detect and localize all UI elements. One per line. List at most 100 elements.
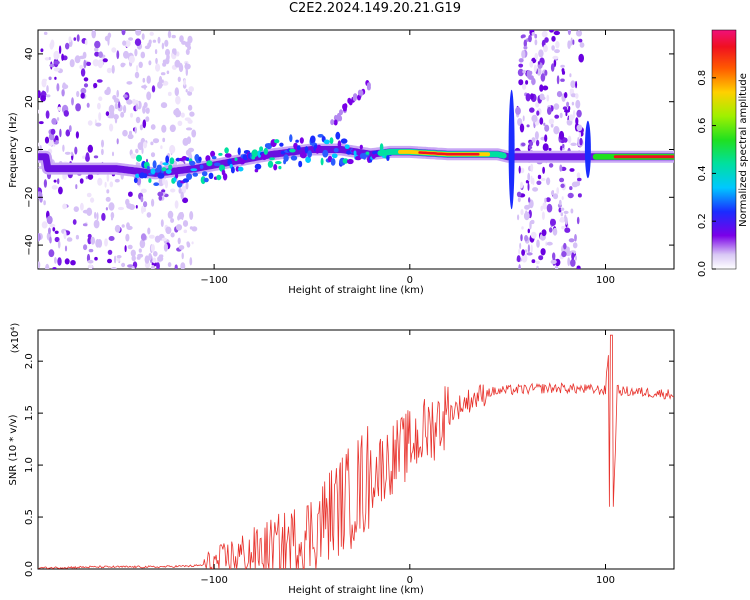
noise-speckle <box>543 122 546 126</box>
noise-speckle <box>93 155 99 159</box>
noise-speckle <box>529 93 534 100</box>
noise-speckle <box>51 185 58 190</box>
noise-speckle <box>74 55 81 64</box>
noise-speckle <box>529 60 534 68</box>
xtick-label: 0 <box>407 575 413 586</box>
noise-speckle <box>528 202 532 209</box>
noise-speckle <box>109 181 114 188</box>
noise-speckle <box>68 36 72 43</box>
noise-speckle <box>174 200 179 209</box>
noise-speckle <box>561 251 567 258</box>
noise-speckle <box>108 202 115 211</box>
noise-speckle <box>176 51 180 57</box>
noise-speckle <box>116 50 120 60</box>
noise-speckle <box>134 71 140 79</box>
noise-speckle <box>553 30 560 36</box>
ytick-label: 1.5 <box>24 405 35 421</box>
noise-speckle <box>62 82 67 90</box>
noise-speckle <box>139 124 143 131</box>
noise-speckle <box>183 229 188 234</box>
ridge-blob <box>299 137 304 144</box>
noise-speckle <box>520 167 525 174</box>
ridge-blob <box>337 140 342 148</box>
noise-speckle <box>542 143 549 152</box>
noise-speckle <box>563 242 567 250</box>
noise-speckle <box>76 90 80 98</box>
noise-speckle <box>112 151 114 157</box>
ridge-blob <box>208 172 214 179</box>
noise-speckle <box>531 137 536 143</box>
noise-speckle <box>520 209 524 216</box>
noise-speckle <box>551 45 555 51</box>
noise-speckle <box>578 131 582 139</box>
noise-speckle <box>527 244 531 253</box>
noise-speckle <box>191 129 197 138</box>
ridge-blob <box>175 173 179 179</box>
noise-speckle <box>575 30 583 37</box>
ytick-label: 0.0 <box>24 561 35 577</box>
ridge-blob <box>237 166 244 172</box>
noise-speckle <box>71 97 74 106</box>
noise-speckle <box>90 236 96 245</box>
noise-speckle <box>536 110 540 116</box>
noise-speckle <box>122 129 128 137</box>
noise-speckle <box>56 117 60 121</box>
noise-speckle <box>86 192 92 198</box>
noise-speckle <box>526 252 533 256</box>
noise-speckle <box>161 79 164 83</box>
noise-speckle <box>83 83 89 88</box>
noise-speckle <box>519 242 522 250</box>
ridge-blob <box>267 160 274 168</box>
noise-speckle <box>167 210 174 219</box>
noise-speckle <box>179 35 184 43</box>
noise-speckle <box>562 143 565 149</box>
ytick-label: −20 <box>24 187 35 208</box>
noise-speckle <box>44 136 50 144</box>
noise-speckle <box>561 225 565 230</box>
ytick-label: 0 <box>24 146 35 152</box>
noise-speckle <box>539 117 544 125</box>
noise-speckle <box>164 179 168 189</box>
noise-speckle <box>158 195 163 201</box>
snr-panel: −100 0 100 0.0 0.5 1.0 1.5 2.0 Height of straig… <box>8 323 675 596</box>
noise-speckle <box>53 60 60 65</box>
noise-speckle <box>572 109 576 119</box>
noise-speckle <box>72 219 77 225</box>
noise-speckle <box>75 131 79 139</box>
noise-speckle <box>121 224 125 228</box>
noise-speckle <box>114 102 118 110</box>
ridge-blob <box>310 135 316 144</box>
noise-speckle <box>548 163 554 168</box>
noise-speckle <box>128 37 134 41</box>
noise-speckle <box>535 260 540 265</box>
noise-speckle <box>529 107 535 113</box>
noise-speckle <box>561 196 564 201</box>
ridge-blob <box>146 165 150 171</box>
noise-speckle <box>126 99 133 105</box>
noise-speckle <box>61 53 64 61</box>
noise-speckle <box>578 53 584 63</box>
noise-speckle <box>165 226 172 235</box>
noise-speckle <box>525 80 529 85</box>
noise-speckle <box>551 35 556 42</box>
branch-blob <box>330 119 335 126</box>
noise-speckle <box>528 146 533 149</box>
colorbar-tick-label: 0.2 <box>697 213 708 229</box>
noise-speckle <box>62 144 65 152</box>
noise-speckle <box>534 33 538 39</box>
ridge-blob <box>305 156 311 163</box>
noise-speckle <box>178 212 185 220</box>
noise-speckle <box>161 189 166 193</box>
noise-speckle <box>544 37 549 43</box>
noise-speckle <box>175 95 181 105</box>
noise-speckle <box>38 109 40 114</box>
noise-speckle <box>165 48 170 57</box>
noise-speckle <box>150 124 156 130</box>
ytick-label: 40 <box>24 48 35 61</box>
noise-speckle <box>567 40 571 49</box>
noise-speckle <box>54 76 57 80</box>
xtick-label: 100 <box>596 575 615 586</box>
noise-speckle <box>570 258 576 267</box>
branch-blob <box>342 103 347 110</box>
